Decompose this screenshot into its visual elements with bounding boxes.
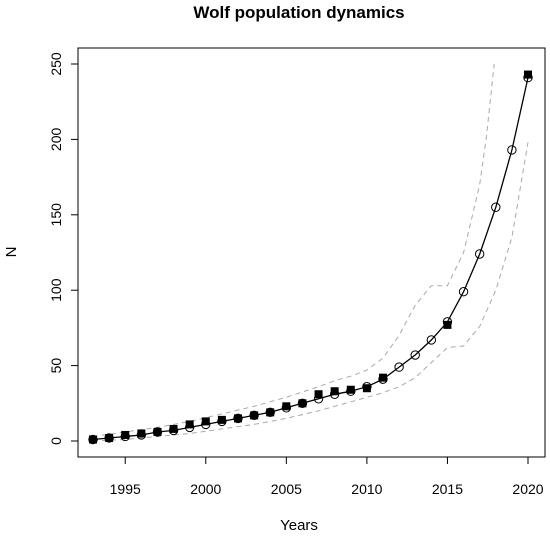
- fitted-circle-marker: [362, 382, 372, 392]
- fitted-line: [92, 77, 529, 441]
- x-tick-label: 2010: [351, 481, 382, 497]
- fitted-circle-marker: [233, 413, 243, 424]
- chart-title: Wolf population dynamics: [193, 3, 404, 22]
- observed-square-marker: [137, 429, 146, 438]
- x-tick-label: 2015: [432, 481, 463, 497]
- fitted-circle-marker: [201, 419, 211, 430]
- observed-square-marker: [105, 433, 114, 442]
- observed-square-marker: [266, 408, 275, 417]
- fitted-circle-marker: [265, 407, 275, 418]
- fitted-circle-marker: [217, 416, 227, 427]
- y-tick-label: 150: [48, 203, 64, 227]
- x-tick-label: 1995: [110, 481, 141, 497]
- plot-frame: [77, 47, 546, 458]
- observed-square-marker: [185, 420, 194, 429]
- fitted-circle-marker: [394, 362, 404, 372]
- fitted-circle-marker: [507, 145, 517, 155]
- fitted-circle-marker: [410, 350, 420, 360]
- y-tick-label: 200: [48, 128, 64, 152]
- y-tick-label: 250: [48, 52, 64, 76]
- fitted-circle-marker: [88, 434, 98, 445]
- y-tick-label: 50: [48, 358, 64, 374]
- observed-square-marker: [121, 430, 130, 439]
- y-axis-title: N: [3, 247, 20, 258]
- fitted-circle-marker: [313, 394, 324, 404]
- observed-square-marker: [169, 424, 178, 433]
- observed-square-marker: [282, 402, 291, 411]
- fitted-circle-marker: [378, 374, 388, 384]
- y-tick-label: 0: [48, 437, 64, 445]
- fitted-circle-marker: [249, 410, 259, 421]
- observed-square-marker: [298, 399, 307, 408]
- observed-square-marker: [234, 414, 242, 423]
- observed-square-marker: [524, 70, 532, 79]
- fitted-circle-marker: [329, 389, 340, 399]
- fitted-circle-marker: [346, 386, 356, 396]
- upper-bound-line: [92, 63, 495, 437]
- x-tick-label: 2005: [271, 481, 302, 497]
- observed-square-marker: [346, 385, 355, 394]
- observed-square-marker: [89, 435, 97, 444]
- fitted-circle-marker: [184, 422, 195, 433]
- x-tick-label: 2020: [512, 481, 543, 497]
- plot-layer: 1995 2000 2005 2010 2015 2020 0 50 100 150 200 250: [48, 52, 544, 497]
- fitted-circle-marker: [442, 317, 453, 327]
- fitted-circle-marker: [281, 403, 292, 413]
- fitted-circle-marker: [474, 249, 485, 259]
- fitted-circle-marker: [104, 433, 114, 443]
- observed-square-marker: [153, 427, 162, 436]
- fitted-circle-marker: [120, 431, 130, 442]
- fitted-circle-marker: [491, 202, 501, 212]
- fitted-circle-marker: [136, 430, 147, 440]
- observed-square-marker: [443, 320, 452, 329]
- x-tick-label: 2000: [190, 481, 221, 497]
- fitted-circle-marker: [297, 398, 308, 408]
- x-axis-title: Years: [280, 517, 318, 534]
- y-tick-label: 100: [48, 278, 64, 302]
- fitted-circle-marker: [458, 287, 469, 297]
- fitted-circle-marker: [152, 427, 163, 437]
- observed-square-marker: [250, 411, 259, 420]
- observed-square-marker: [330, 387, 339, 396]
- observed-square-marker: [201, 417, 210, 426]
- observed-square-marker: [362, 384, 371, 393]
- observed-square-marker: [217, 415, 226, 424]
- fitted-circle-marker: [523, 72, 533, 83]
- fitted-circle-marker: [426, 335, 437, 345]
- lower-bound-line: [92, 142, 529, 442]
- confidence-band-group: [92, 63, 529, 442]
- observed-square-marker: [379, 373, 387, 382]
- fitted-circle-marker: [168, 425, 179, 436]
